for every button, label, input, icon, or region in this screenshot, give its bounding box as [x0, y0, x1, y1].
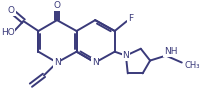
Text: N: N	[91, 58, 98, 67]
Text: CH₃: CH₃	[184, 61, 199, 70]
Text: HO: HO	[1, 28, 14, 37]
Text: O: O	[8, 6, 15, 15]
Text: F: F	[127, 14, 132, 23]
Text: O: O	[53, 1, 60, 10]
Text: N: N	[53, 58, 60, 67]
Text: N: N	[122, 51, 129, 60]
Text: NH: NH	[163, 47, 176, 56]
